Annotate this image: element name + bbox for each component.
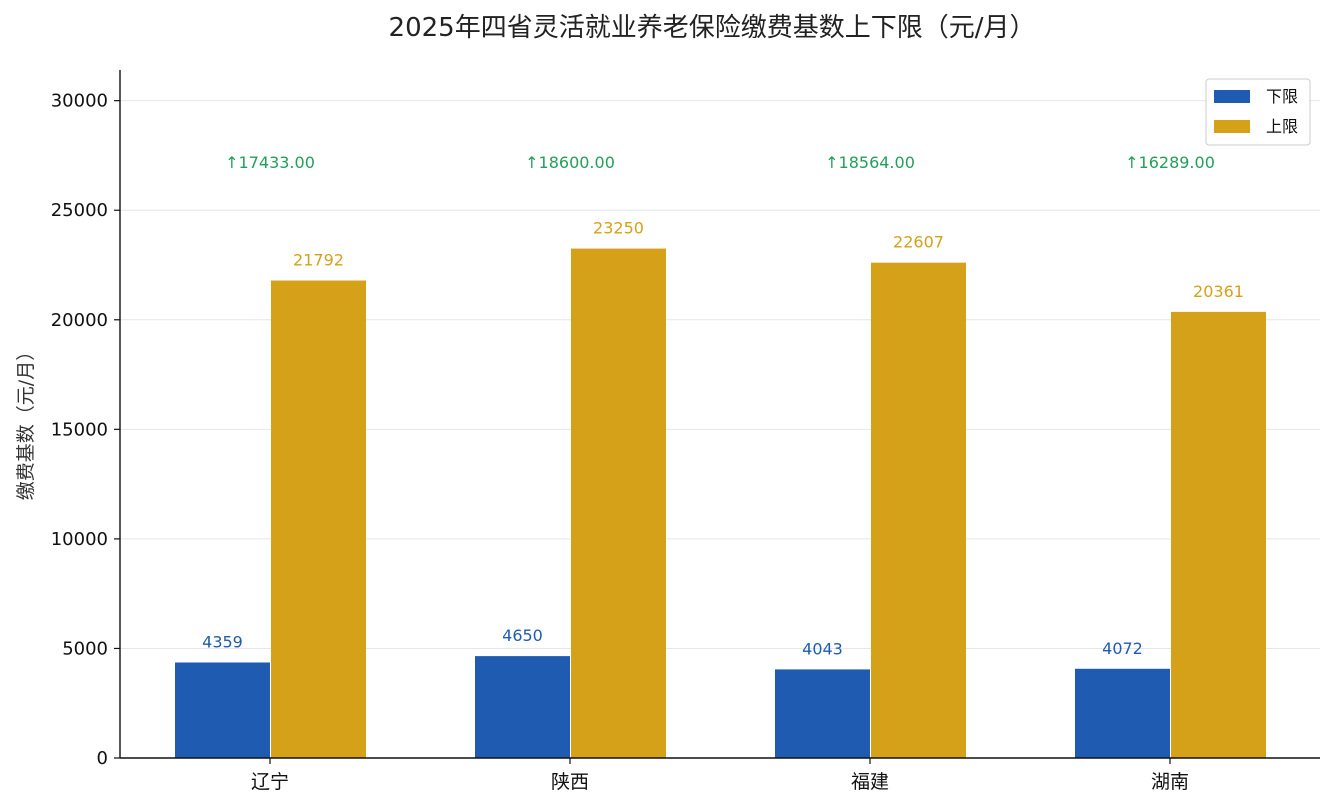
- bar-upper: [571, 248, 666, 758]
- bar-upper: [1171, 311, 1266, 758]
- legend-label: 上限: [1266, 117, 1298, 136]
- value-label-lower: 4359: [202, 632, 243, 651]
- value-label-upper: 21792: [293, 251, 344, 270]
- bar-lower: [775, 669, 870, 758]
- difference-label: ↑16289.00: [1125, 153, 1215, 172]
- y-tick-label: 10000: [51, 529, 108, 550]
- chart-title: 2025年四省灵活就业养老保险缴费基数上下限（元/月）: [389, 13, 1036, 43]
- axes: 0 5000 10000 15000 20000 25000 30000 辽宁 陕西 福建 湖南: [51, 70, 1320, 793]
- value-label-upper: 22607: [893, 233, 944, 252]
- y-tick-label: 0: [97, 748, 108, 769]
- difference-label: ↑17433.00: [225, 153, 315, 172]
- y-tick-label: 30000: [51, 91, 108, 112]
- value-label-lower: 4072: [1102, 639, 1143, 658]
- difference-label: ↑18564.00: [825, 153, 915, 172]
- legend-label: 下限: [1266, 87, 1298, 106]
- bar-upper: [271, 280, 366, 758]
- bar-lower: [175, 662, 270, 758]
- bar-lower: [1075, 668, 1170, 758]
- x-tick-label: 陕西: [551, 771, 589, 793]
- y-tick-label: 15000: [51, 419, 108, 440]
- y-tick-label: 25000: [51, 200, 108, 221]
- bars: [175, 248, 1266, 758]
- legend-swatch: [1214, 120, 1250, 133]
- legend-swatch: [1214, 90, 1250, 103]
- labels: 4359 21792 ↑17433.00 4650 23250 ↑18600.00 4043…: [202, 153, 1244, 658]
- value-label-lower: 4650: [502, 626, 543, 645]
- value-label-lower: 4043: [802, 639, 843, 658]
- x-tick-label: 辽宁: [251, 771, 289, 793]
- bar-lower: [475, 656, 570, 758]
- value-label-upper: 23250: [593, 219, 644, 238]
- x-tick-label: 福建: [851, 771, 889, 793]
- y-axis-label: 缴费基数（元/月）: [15, 342, 37, 500]
- x-tick-label: 湖南: [1151, 771, 1189, 793]
- difference-label: ↑18600.00: [525, 153, 615, 172]
- value-label-upper: 20361: [1193, 282, 1244, 301]
- bar-upper: [871, 262, 966, 758]
- y-tick-label: 20000: [51, 310, 108, 331]
- y-tick-label: 5000: [62, 638, 108, 659]
